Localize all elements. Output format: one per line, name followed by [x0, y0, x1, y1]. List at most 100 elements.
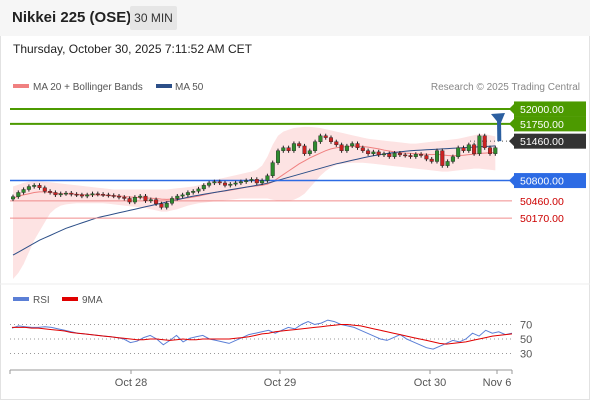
- legend-ma20-label: MA 20 + Bollinger Bands: [33, 82, 143, 93]
- candle-body: [180, 194, 185, 197]
- candle-body: [376, 151, 381, 156]
- candle-body: [424, 155, 429, 160]
- candle-body: [90, 193, 95, 196]
- candle: [440, 148, 445, 168]
- candle-body: [344, 145, 349, 151]
- candle-body: [371, 151, 376, 154]
- price-badge-pointer-51460.00: [509, 136, 514, 147]
- legend-rsi-swatch: [13, 297, 29, 301]
- candle-body: [456, 147, 461, 157]
- research-credit: Research © 2025 Trading Central: [431, 82, 580, 93]
- candle: [148, 197, 153, 203]
- price-badge-51460.00: [514, 133, 586, 149]
- candle-body: [260, 180, 265, 184]
- candle: [175, 193, 180, 201]
- candle: [424, 153, 429, 162]
- candle-body: [169, 198, 174, 204]
- price-badge-52000.00: [514, 101, 586, 117]
- candle-body: [276, 150, 281, 163]
- candle: [403, 152, 408, 158]
- candle: [329, 135, 334, 144]
- candle: [466, 142, 471, 153]
- candle: [307, 148, 312, 156]
- candle: [265, 173, 270, 183]
- candle: [74, 192, 79, 197]
- candle: [95, 191, 100, 197]
- candle: [217, 179, 222, 186]
- price-level-layer: [10, 107, 512, 219]
- candle: [42, 185, 47, 194]
- legend-9ma-label: 9MA: [82, 295, 103, 306]
- candle: [48, 189, 53, 195]
- candle: [169, 196, 174, 206]
- candle: [154, 197, 159, 206]
- candle-body: [32, 185, 37, 187]
- candle-body: [493, 147, 498, 154]
- candle-body: [196, 188, 201, 192]
- candle: [58, 191, 63, 197]
- candle-body: [249, 179, 254, 181]
- candle: [90, 191, 95, 197]
- candle: [435, 148, 440, 164]
- candle: [281, 145, 286, 153]
- candle: [456, 145, 461, 159]
- rsi-level-label-50: 50: [520, 334, 532, 346]
- candle: [180, 192, 185, 199]
- price-label-50460.00: 50460.00: [520, 196, 564, 208]
- candle: [270, 160, 275, 178]
- candle: [366, 148, 371, 156]
- candle-body: [175, 195, 180, 199]
- candle: [101, 192, 106, 197]
- candle-body: [360, 147, 365, 151]
- candle: [138, 193, 143, 200]
- price-label-51750.00: 51750.00: [520, 119, 564, 131]
- candle: [233, 180, 238, 187]
- candle: [111, 193, 116, 199]
- candle-body: [254, 179, 259, 184]
- candle: [313, 139, 318, 153]
- candle: [408, 153, 413, 159]
- candle-body: [307, 150, 312, 154]
- candle: [461, 145, 466, 153]
- candle: [397, 151, 402, 157]
- candle: [106, 192, 111, 198]
- candle: [350, 141, 355, 149]
- candle: [429, 156, 434, 164]
- candle: [159, 201, 164, 210]
- candle-body: [419, 154, 424, 156]
- rsi-level-label-70: 70: [520, 320, 532, 332]
- candle: [355, 141, 360, 150]
- candle-body: [37, 185, 42, 188]
- candle-body: [286, 147, 291, 151]
- candle-body: [450, 156, 455, 162]
- candle-body: [334, 141, 339, 145]
- candle-body: [79, 194, 84, 197]
- candle-body: [392, 152, 397, 157]
- candle-body: [238, 181, 243, 184]
- candle: [297, 141, 302, 149]
- candle-body: [58, 193, 63, 196]
- timeframe-badge[interactable]: 30 MIN: [130, 6, 177, 30]
- candle-body: [291, 143, 296, 151]
- candle-body: [323, 135, 328, 138]
- candle: [445, 159, 450, 168]
- candle-body: [297, 143, 302, 147]
- candle: [249, 177, 254, 183]
- candle: [69, 191, 74, 197]
- price-badge-pointer-52000.00: [509, 103, 514, 114]
- price-label-50800.00: 50800.00: [520, 176, 564, 188]
- candle-body: [408, 155, 413, 157]
- forecast-arrow-layer: [491, 112, 505, 142]
- candle-body: [233, 182, 238, 185]
- candle: [344, 143, 349, 153]
- candle-body: [143, 195, 148, 202]
- candle-body: [63, 192, 68, 195]
- candle-body: [164, 203, 169, 208]
- candle: [185, 190, 190, 197]
- candle-body: [106, 194, 111, 197]
- candle: [244, 178, 249, 184]
- candle-body: [466, 144, 471, 151]
- candle-body: [48, 191, 53, 193]
- candle: [254, 177, 259, 186]
- candle: [450, 154, 455, 164]
